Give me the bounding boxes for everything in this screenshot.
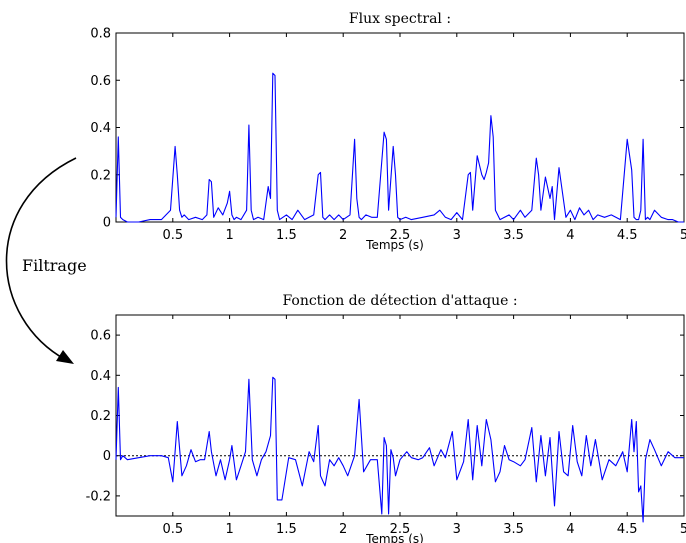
x-tick-label: 3: [453, 228, 461, 243]
y-tick-label: 0.4: [90, 369, 111, 384]
plot-frame: [115, 314, 685, 517]
x-tick-label: 4.5: [617, 228, 638, 243]
y-tick-label: 0: [103, 449, 111, 464]
x-tick-label: 2.5: [390, 228, 411, 243]
x-tick-label: 2: [339, 228, 347, 243]
y-tick-label: 0.2: [90, 409, 111, 424]
x-tick-label: 1: [225, 228, 233, 243]
x-tick-label: 1.5: [276, 228, 297, 243]
x-tick-label: 2.5: [390, 522, 411, 537]
x-tick-label: 1.5: [276, 522, 297, 537]
x-tick-label: 0.5: [162, 522, 183, 537]
y-tick-label: 0.4: [90, 121, 111, 136]
y-tick-label: 0.2: [90, 168, 111, 183]
x-tick-label: 4.5: [617, 522, 638, 537]
y-tick-label: 0.8: [90, 27, 111, 42]
filtering-label: Filtrage: [22, 256, 87, 275]
y-tick-label: -0.2: [86, 489, 111, 504]
series-line: [115, 376, 684, 523]
series-line: [115, 72, 684, 223]
y-tick-label: 0.6: [90, 329, 111, 344]
spectral-flux-panel: Flux spectral : 0.5 1 1.5 2 2.5 3 3.5 4 4.5 5 0 0.2 0…: [90, 11, 686, 252]
x-tick-label: 3.5: [503, 522, 524, 537]
x-tick-label: 4: [566, 522, 574, 537]
chart-title: Flux spectral :: [349, 11, 451, 27]
filtering-arrow-head: [56, 350, 74, 364]
filtering-arrow-curve: [5, 157, 77, 361]
x-tick-label: 1: [225, 522, 233, 537]
y-tick-label: 0: [103, 216, 111, 231]
x-tick-label: 2: [339, 522, 347, 537]
onset-detection-panel: Fonction de détection d'attaque : 0.5 1 1.5…: [86, 293, 686, 543]
x-axis-label: Temps (s): [365, 532, 424, 543]
filtering-annotation: Filtrage: [5, 157, 87, 364]
x-axis-label: Temps (s): [365, 238, 424, 252]
y-tick-label: 0.6: [90, 74, 111, 89]
x-tick-label: 4: [566, 228, 574, 243]
x-tick-label: 0.5: [162, 228, 183, 243]
x-tick-label: 5: [680, 228, 686, 243]
x-tick-label: 3: [453, 522, 461, 537]
x-tick-label: 5: [680, 522, 686, 537]
x-tick-label: 3.5: [503, 228, 524, 243]
plot-frame: [115, 32, 685, 223]
chart-title: Fonction de détection d'attaque :: [282, 293, 517, 309]
